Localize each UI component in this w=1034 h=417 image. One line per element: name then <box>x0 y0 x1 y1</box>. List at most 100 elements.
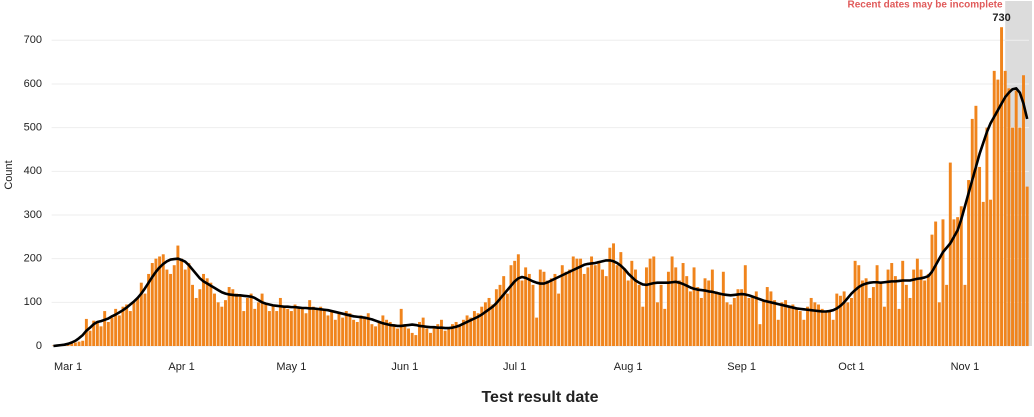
bar <box>158 256 162 346</box>
bar <box>392 324 396 346</box>
bar <box>729 304 733 346</box>
bar <box>725 302 729 346</box>
x-tick-label: Jun 1 <box>391 361 418 373</box>
y-tick-label: 400 <box>24 165 42 177</box>
bar <box>330 311 334 346</box>
bar <box>202 273 205 346</box>
bar <box>106 321 110 346</box>
bar <box>871 287 875 346</box>
bar <box>670 256 674 346</box>
bar <box>128 311 132 346</box>
bar <box>637 284 641 346</box>
bar <box>209 282 213 346</box>
bar <box>524 267 528 346</box>
bar <box>319 306 323 346</box>
bar <box>169 273 173 346</box>
bar <box>568 269 572 346</box>
bar <box>224 300 227 346</box>
bar <box>73 342 77 346</box>
bar <box>996 79 1000 346</box>
x-tick-label: Oct 1 <box>838 361 864 373</box>
bar <box>710 269 714 346</box>
bar <box>429 332 432 346</box>
bar <box>418 321 421 346</box>
bar <box>736 289 740 346</box>
bar <box>410 332 414 346</box>
bar <box>842 291 846 346</box>
bar <box>919 269 923 346</box>
bar <box>359 315 363 346</box>
bar <box>77 341 81 346</box>
bar <box>513 260 517 346</box>
bar <box>165 269 169 346</box>
bar <box>967 180 971 346</box>
bar <box>732 297 736 346</box>
bar <box>498 284 502 346</box>
bar <box>249 293 253 346</box>
bar <box>663 308 667 346</box>
bar <box>604 276 608 346</box>
bar <box>337 313 341 346</box>
bar <box>92 320 96 346</box>
bar <box>450 324 454 346</box>
bar <box>560 265 564 346</box>
bar <box>150 263 154 346</box>
bar <box>348 313 352 346</box>
bar <box>564 271 568 346</box>
bar <box>205 278 209 346</box>
bar <box>245 297 249 346</box>
bar <box>1011 127 1014 346</box>
bar <box>1025 186 1029 346</box>
bar <box>582 273 586 346</box>
bar <box>890 263 894 346</box>
bar <box>776 319 780 346</box>
bar <box>703 278 707 346</box>
peak-label: 730 <box>992 12 1010 24</box>
bar <box>571 256 575 346</box>
y-tick-label: 0 <box>36 340 42 352</box>
bar <box>194 297 198 346</box>
bar <box>234 293 238 346</box>
bar <box>644 267 648 346</box>
bar <box>908 297 912 346</box>
bar <box>593 265 597 346</box>
bar <box>612 243 615 346</box>
bar <box>286 308 290 346</box>
bar <box>912 269 916 346</box>
bar <box>809 297 813 346</box>
bar <box>253 308 257 346</box>
x-tick-label: Mar 1 <box>54 361 82 373</box>
bar <box>374 326 378 346</box>
bar <box>381 315 385 346</box>
bar <box>820 308 824 346</box>
bar <box>520 280 524 346</box>
bar <box>300 308 304 346</box>
bar <box>692 267 696 346</box>
bar <box>535 317 539 346</box>
bar <box>264 304 268 346</box>
bar <box>586 267 590 346</box>
bar <box>154 258 158 346</box>
bar <box>813 302 817 346</box>
bar <box>275 311 279 346</box>
bar <box>901 260 905 346</box>
bar <box>454 321 458 346</box>
bar <box>930 234 934 346</box>
bar <box>773 300 777 346</box>
bar <box>341 317 345 346</box>
bar <box>989 199 993 346</box>
bar <box>923 280 927 346</box>
bar <box>981 201 985 346</box>
bar <box>879 282 883 346</box>
bar <box>707 280 711 346</box>
bar <box>191 284 195 346</box>
bar <box>103 311 107 346</box>
bar <box>509 265 513 346</box>
bar <box>271 304 275 346</box>
bar <box>147 273 151 346</box>
bar <box>304 313 308 346</box>
bar <box>476 313 480 346</box>
bar <box>139 282 143 346</box>
bar <box>553 273 557 346</box>
